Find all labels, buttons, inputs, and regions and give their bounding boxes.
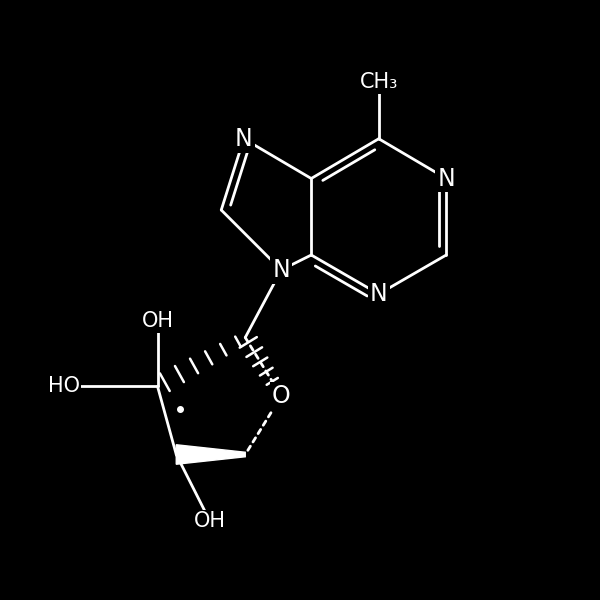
Text: N: N — [370, 282, 388, 306]
Text: N: N — [235, 127, 253, 151]
Text: CH₃: CH₃ — [359, 73, 398, 92]
Text: OH: OH — [142, 311, 173, 331]
Text: N: N — [437, 166, 455, 191]
Polygon shape — [176, 445, 245, 464]
Text: HO: HO — [48, 376, 80, 396]
Text: N: N — [272, 258, 290, 282]
Text: O: O — [272, 384, 290, 408]
Text: OH: OH — [194, 511, 226, 531]
